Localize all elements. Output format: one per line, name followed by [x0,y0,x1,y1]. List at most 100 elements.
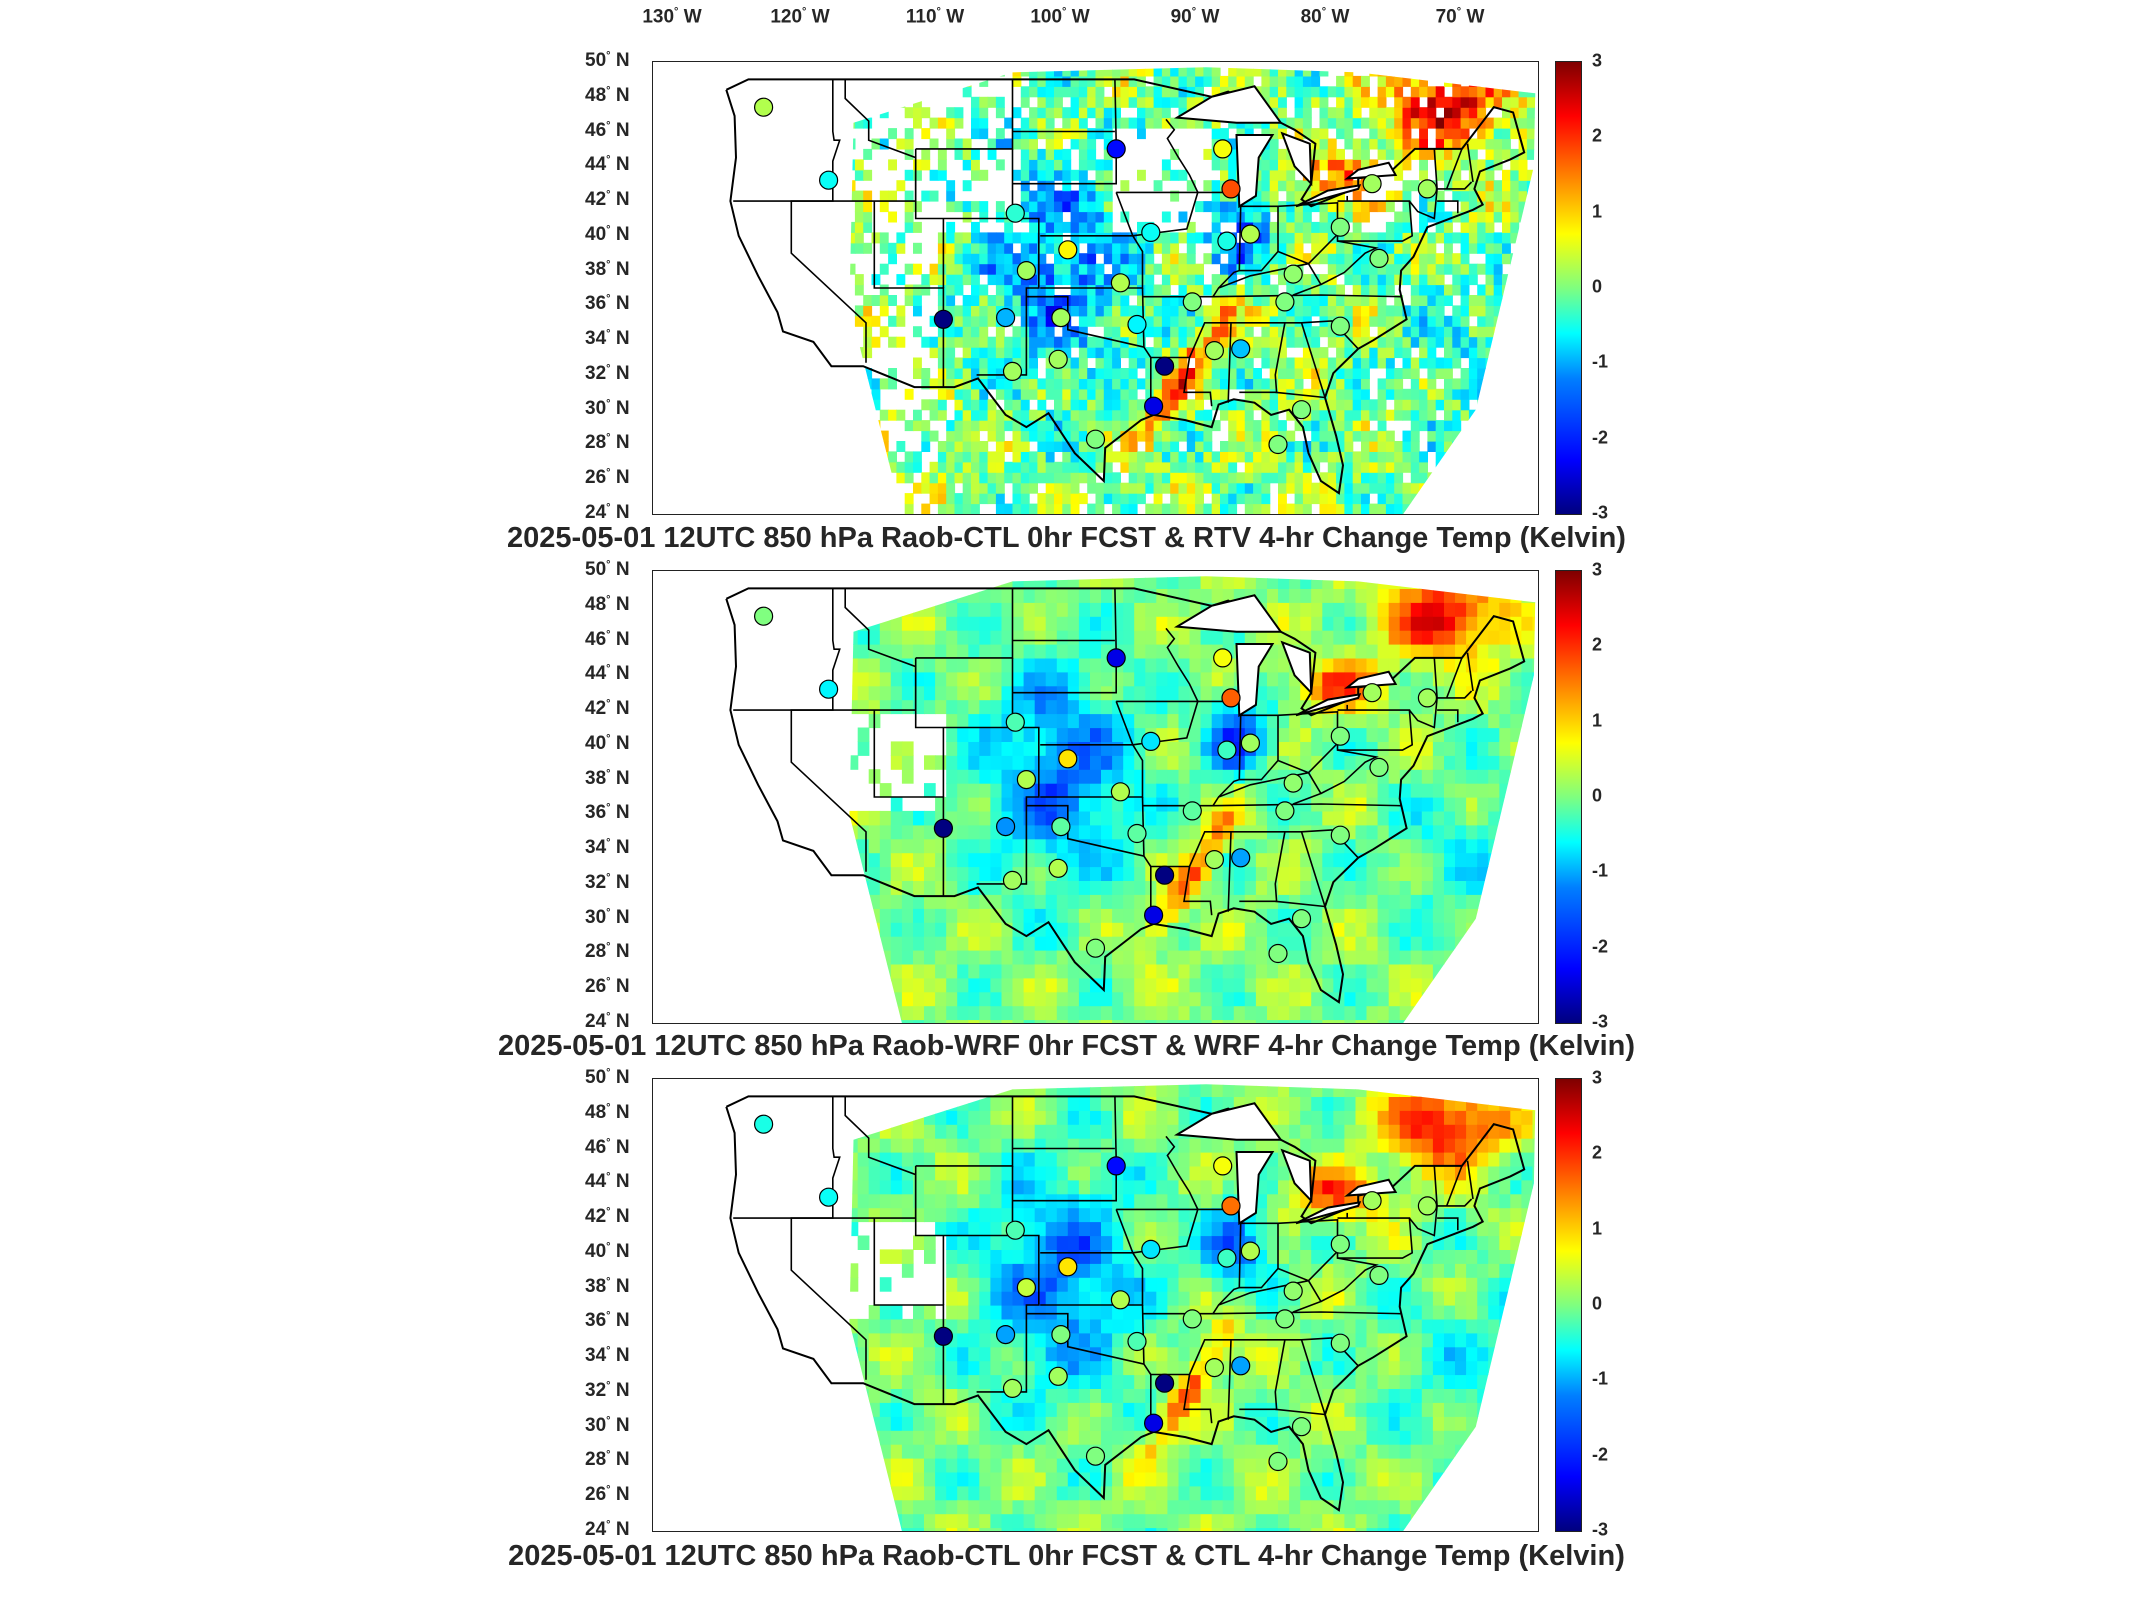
raob-station-marker [1106,139,1126,159]
raob-station-marker [753,606,774,626]
raob-station-marker [1330,726,1350,746]
latitude-suffix: N [610,84,630,106]
latitude-suffix: N [610,1449,630,1471]
longitude-label: 120° W [770,6,829,28]
state-border [1445,657,1463,699]
raob-station-marker [996,308,1016,328]
colorbar-tick-label: 0 [1592,785,1603,806]
degree-symbol: ° [606,663,611,676]
latitude-value: 40 [585,1241,607,1263]
great-lake [1173,594,1283,633]
degree-symbol: ° [606,1136,611,1149]
longitude-value: 70 [1435,6,1457,28]
colorbar-tick-label: 2 [1592,1142,1603,1163]
state-border [1320,1242,1379,1303]
degree-symbol: ° [606,732,611,745]
latitude-value: 36 [585,293,607,315]
raob-station-marker [1182,292,1202,312]
colorbar-tick-label: 3 [1592,50,1603,71]
great-lake [1280,640,1313,696]
degree-symbol: ° [606,593,611,606]
raob-station-marker [1002,870,1023,890]
raob-station-marker [1204,1358,1225,1378]
latitude-suffix: N [610,559,630,581]
latitude-suffix: N [610,1171,630,1193]
latitude-value: 44 [585,1171,607,1193]
great-lake [1280,131,1313,187]
raob-station-marker [1005,1220,1025,1240]
latitude-value: 32 [585,363,607,385]
latitude-value: 36 [585,802,607,824]
raob-station-marker [1106,648,1126,668]
longitude-suffix: W [806,6,830,28]
degree-symbol: ° [606,1205,611,1218]
raob-station-marker [1085,1446,1106,1466]
latitude-suffix: N [610,1067,630,1089]
map-frame [652,61,1539,515]
degree-symbol: ° [606,628,611,641]
raob-station-marker [996,817,1016,837]
degree-symbol: ° [606,1518,611,1531]
degree-symbol: ° [606,1101,611,1114]
state-border [1408,148,1438,220]
latitude-suffix: N [610,1241,630,1263]
colorbar [1555,1078,1582,1532]
degree-symbol: ° [606,1240,611,1253]
raob-station-marker [1283,773,1303,793]
state-border [1212,1311,1402,1315]
state-border [844,588,1040,885]
state-border [1275,1408,1326,1416]
great-lake [1280,1148,1313,1204]
raob-station-marker [1217,231,1237,251]
raob-stations [753,1114,1438,1472]
degree-symbol: ° [606,362,611,375]
temperature-map [725,67,1536,514]
colorbar-tick-label: -3 [1592,1011,1609,1032]
longitude-label: 70° W [1436,6,1485,28]
colorbar-tick-label: 3 [1592,1067,1603,1088]
latitude-label: 32° N [585,872,630,894]
raob-station-marker [1110,782,1130,802]
raob-station-marker [933,818,953,838]
degree-symbol: ° [606,1414,611,1427]
degree-symbol: ° [606,1449,611,1462]
coastline [725,1095,1526,1512]
raob-station-marker [933,1326,953,1346]
degree-symbol: ° [606,501,611,514]
latitude-value: 30 [585,1414,607,1436]
degree-symbol: ° [1062,6,1067,18]
latitude-label: 34° N [585,837,630,859]
latitude-suffix: N [610,1011,630,1033]
latitude-suffix: N [610,941,630,963]
raob-station-marker [819,1187,839,1207]
latitude-suffix: N [610,976,630,998]
degree-symbol: ° [606,154,611,167]
state-border [1466,143,1474,183]
latitude-suffix: N [610,767,630,789]
state-border [1437,181,1473,190]
latitude-label: 26° N [585,976,630,998]
raob-station-marker [1362,1191,1382,1211]
latitude-suffix: N [610,733,630,755]
colorbar-tick-label: -3 [1592,1519,1609,1540]
latitude-suffix: N [610,363,630,385]
raob-station-marker [1330,1234,1350,1254]
state-border [1150,356,1213,407]
raob-station-marker [1182,801,1202,821]
raob-station-marker [1155,865,1175,885]
raob-station-marker [1213,139,1233,159]
latitude-suffix: N [610,628,630,650]
raob-station-marker [1369,757,1389,777]
raob-station-marker [1141,1239,1161,1259]
raob-station-marker [1058,1257,1078,1277]
state-border [1212,262,1323,298]
latitude-suffix: N [610,119,630,141]
raob-station-marker [1330,217,1350,237]
state-border [1275,900,1326,908]
longitude-label: 90° W [1171,6,1220,28]
latitude-label: 46° N [585,119,630,141]
raob-station-marker [1005,203,1025,223]
colorbar [1555,61,1582,515]
raob-station-marker [1268,943,1288,964]
latitude-value: 28 [585,432,607,454]
